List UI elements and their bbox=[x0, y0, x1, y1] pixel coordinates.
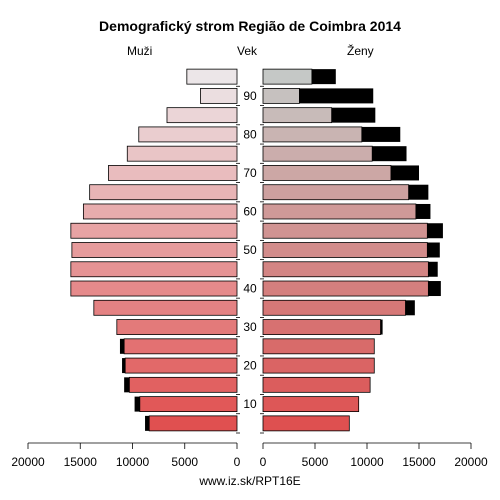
age-tick-label: 40 bbox=[243, 282, 257, 296]
female-bar bbox=[262, 280, 429, 297]
age-tick-label: 70 bbox=[243, 166, 257, 180]
right-x-tick-label: 0 bbox=[260, 455, 267, 469]
age-tick-label: 90 bbox=[243, 89, 257, 103]
female-bar bbox=[262, 376, 371, 393]
male-bar bbox=[70, 261, 238, 278]
left-label: Muži bbox=[127, 44, 153, 58]
female-excess bbox=[311, 69, 336, 85]
male-excess bbox=[134, 396, 140, 412]
age-tick-label: 50 bbox=[243, 243, 257, 257]
female-bar bbox=[262, 299, 406, 316]
female-excess bbox=[428, 261, 438, 277]
female-excess bbox=[372, 146, 407, 162]
female-excess bbox=[428, 281, 441, 297]
female-bar bbox=[262, 319, 381, 335]
female-bar bbox=[262, 126, 363, 143]
male-excess bbox=[124, 377, 130, 393]
male-bar bbox=[123, 338, 238, 355]
male-bar bbox=[128, 376, 238, 393]
female-excess bbox=[299, 88, 374, 104]
male-bar bbox=[148, 415, 238, 432]
female-bar bbox=[262, 203, 417, 220]
age-tick-label: 10 bbox=[243, 397, 257, 411]
male-excess bbox=[122, 358, 126, 374]
chart-title: Demografický strom Região de Coimbra 201… bbox=[99, 18, 401, 34]
right-x-tick-label: 15000 bbox=[402, 455, 436, 469]
male-bar bbox=[93, 299, 238, 316]
female-excess bbox=[361, 126, 401, 142]
female-excess bbox=[427, 223, 443, 239]
female-bar bbox=[262, 222, 428, 239]
source-footer: www.iz.sk/RPT16E bbox=[199, 474, 301, 488]
female-bar bbox=[262, 357, 375, 374]
male-bar bbox=[70, 280, 238, 297]
female-bar bbox=[262, 261, 429, 278]
female-bar bbox=[262, 396, 360, 413]
male-bar bbox=[89, 184, 238, 201]
age-tick-label: 80 bbox=[243, 127, 257, 141]
left-x-tick-label: 10000 bbox=[116, 455, 150, 469]
male-bar bbox=[108, 165, 238, 181]
male-bar bbox=[186, 68, 238, 85]
male-bar bbox=[124, 357, 238, 374]
age-tick-label: 60 bbox=[243, 204, 257, 218]
male-bar bbox=[71, 242, 238, 258]
male-bar bbox=[70, 222, 238, 239]
male-bar bbox=[138, 126, 238, 143]
female-excess bbox=[390, 165, 419, 181]
male-bar bbox=[82, 203, 238, 220]
female-bar bbox=[262, 87, 300, 104]
female-excess bbox=[331, 107, 376, 123]
center-label: Vek bbox=[237, 44, 258, 58]
left-x-tick-label: 20000 bbox=[11, 455, 45, 469]
female-bar bbox=[262, 242, 428, 258]
right-label: Ženy bbox=[347, 44, 374, 58]
female-excess bbox=[408, 184, 429, 200]
female-bar bbox=[262, 184, 410, 201]
female-bar bbox=[262, 415, 350, 432]
male-bar bbox=[166, 107, 238, 124]
female-bar bbox=[262, 145, 373, 162]
left-x-tick-label: 0 bbox=[234, 455, 241, 469]
left-x-tick-label: 5000 bbox=[171, 455, 198, 469]
male-bar bbox=[116, 319, 238, 335]
male-bar bbox=[200, 87, 238, 104]
female-bar bbox=[262, 68, 313, 85]
female-excess bbox=[427, 242, 440, 258]
left-x-tick-label: 15000 bbox=[64, 455, 98, 469]
female-bar bbox=[262, 338, 375, 355]
female-bar bbox=[262, 107, 333, 124]
age-tick-label: 30 bbox=[243, 320, 257, 334]
male-excess bbox=[119, 338, 125, 354]
age-tick-label: 20 bbox=[243, 359, 257, 373]
right-x-tick-label: 5000 bbox=[302, 455, 329, 469]
right-x-tick-label: 20000 bbox=[454, 455, 488, 469]
female-bar bbox=[262, 165, 392, 181]
male-bar bbox=[139, 396, 238, 413]
female-excess bbox=[380, 319, 383, 335]
male-excess bbox=[145, 415, 150, 431]
female-excess bbox=[415, 203, 431, 219]
male-bar bbox=[126, 145, 238, 162]
female-excess bbox=[405, 300, 415, 316]
right-x-tick-label: 10000 bbox=[350, 455, 384, 469]
